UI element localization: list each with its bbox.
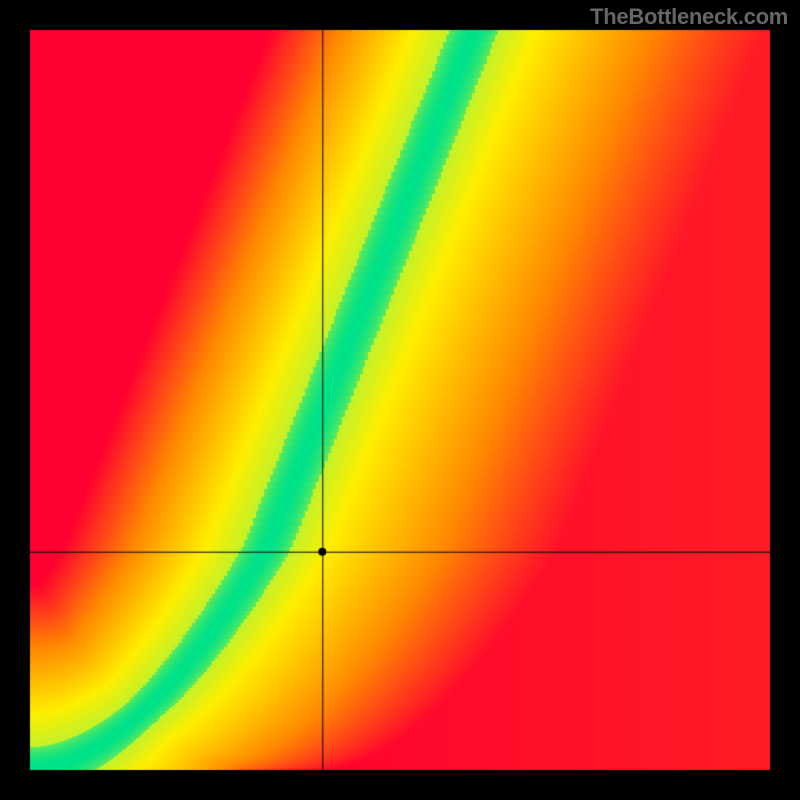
- bottleneck-heatmap: [0, 0, 800, 800]
- watermark-text: TheBottleneck.com: [590, 4, 788, 30]
